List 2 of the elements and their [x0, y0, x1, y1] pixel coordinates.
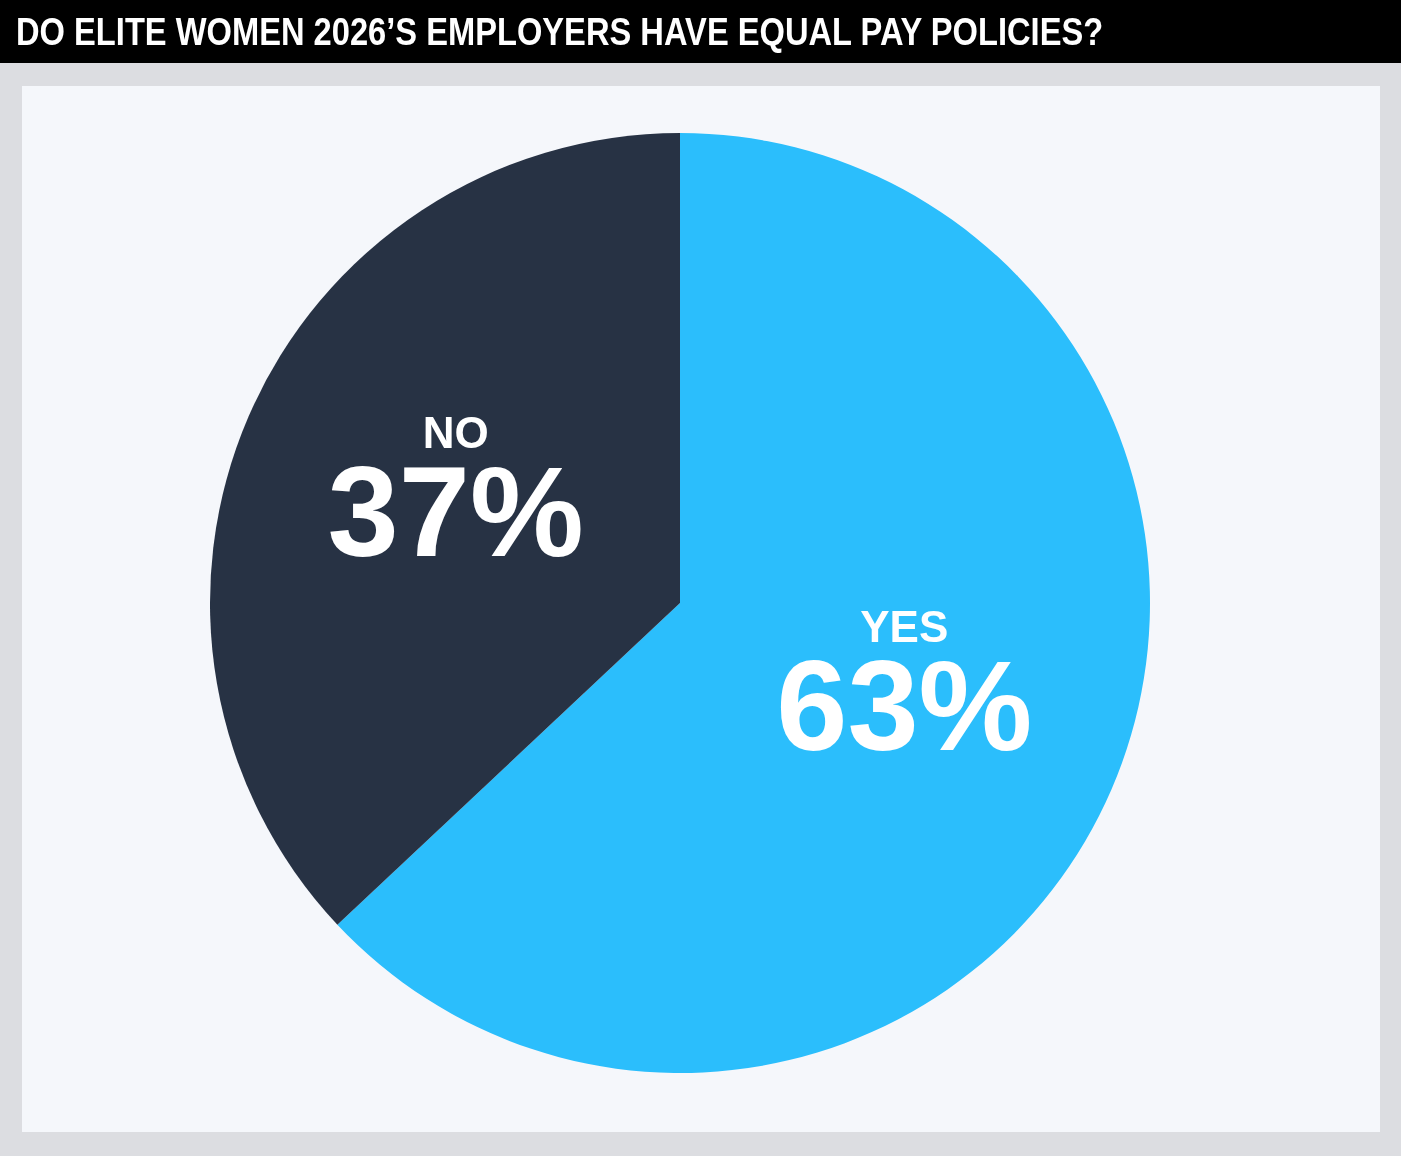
pie-slice — [210, 133, 680, 925]
chart-title: DO ELITE WOMEN 2026’S EMPLOYERS HAVE EQUAL PAY POLICIES? — [16, 10, 1104, 54]
